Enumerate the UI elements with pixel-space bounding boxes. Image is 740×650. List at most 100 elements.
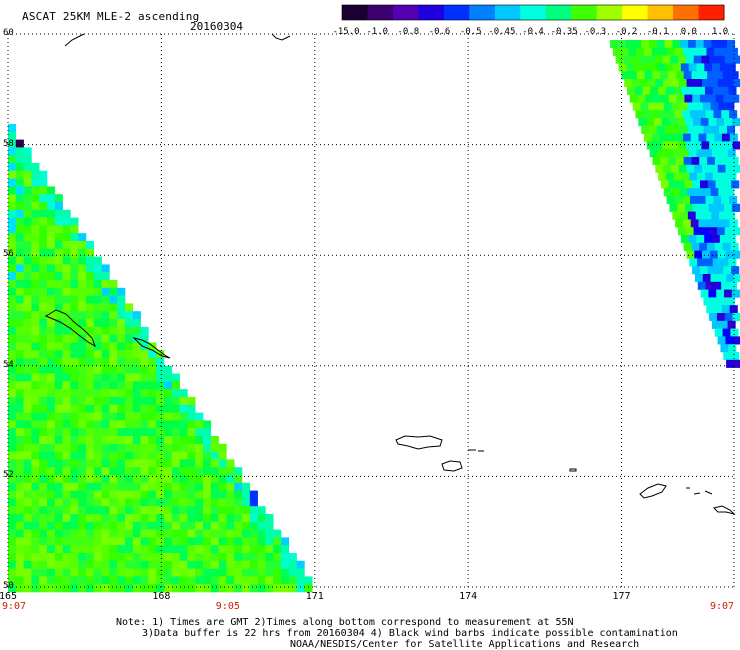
swath-pixel: [8, 521, 17, 530]
swath-pixel: [109, 326, 118, 335]
swath-pixel: [62, 553, 71, 562]
swath-pixel: [31, 467, 40, 476]
swath-pixel: [676, 94, 685, 103]
swath-pixel: [86, 498, 95, 507]
swath-pixel: [712, 86, 721, 95]
swath-pixel: [125, 545, 134, 554]
swath-pixel: [265, 576, 274, 585]
swath-pixel: [281, 560, 290, 569]
swath-pixel: [242, 576, 251, 585]
swath-pixel: [728, 344, 737, 353]
swath-pixel: [715, 94, 724, 103]
swath-pixel: [23, 202, 32, 211]
swath-pixel: [673, 149, 682, 158]
swath-pixel: [668, 180, 677, 189]
swath-pixel: [15, 326, 24, 335]
swath-pixel: [23, 311, 32, 320]
swath-pixel: [242, 498, 251, 507]
swath-pixel: [732, 313, 740, 322]
swath-pixel: [54, 280, 63, 289]
swath-pixel: [195, 451, 204, 460]
swath-pixel: [23, 209, 32, 218]
swath-pixel: [288, 560, 297, 569]
swath-pixel: [234, 568, 243, 577]
swath-pixel: [265, 514, 274, 523]
colorbar-segment: [418, 5, 445, 20]
swath-pixel: [47, 303, 56, 312]
swath-pixel: [218, 560, 227, 569]
swath-pixel: [226, 459, 235, 468]
swath-pixel: [62, 404, 71, 413]
swath-pixel: [93, 584, 102, 593]
swath-pixel: [731, 180, 740, 189]
swath-pixel: [86, 365, 95, 374]
swath-pixel: [78, 420, 87, 429]
swath-pixel: [47, 436, 56, 445]
swath-pixel: [140, 412, 149, 421]
swath-pixel: [39, 560, 48, 569]
swath-pixel: [47, 521, 56, 530]
swath-pixel: [649, 40, 658, 49]
swath-pixel: [662, 55, 671, 64]
swath-pixel: [618, 63, 627, 72]
swath-pixel: [23, 178, 32, 187]
swath-pixel: [234, 475, 243, 484]
swath-pixel: [187, 443, 196, 452]
swath-pixel: [719, 40, 728, 49]
swath-pixel: [171, 498, 180, 507]
swath-pixel: [656, 40, 665, 49]
swath-pixel: [47, 217, 56, 226]
swath-pixel: [702, 79, 711, 88]
swath-pixel: [31, 350, 40, 359]
swath-pixel: [101, 529, 110, 538]
swath-pixel: [23, 553, 32, 562]
swath-pixel: [148, 389, 157, 398]
swath-pixel: [78, 514, 87, 523]
swath-pixel: [179, 404, 188, 413]
swath-pixel: [78, 319, 87, 328]
swath-pixel: [39, 537, 48, 546]
swath-pixel: [685, 203, 694, 212]
swath-pixel: [709, 164, 719, 173]
swath-pixel: [733, 79, 740, 88]
swath-pixel: [23, 280, 32, 289]
swath-pixel: [86, 264, 95, 273]
swath-pixel: [234, 576, 243, 585]
swath-pixel: [62, 451, 71, 460]
swath-pixel: [716, 289, 725, 298]
swath-pixel: [23, 256, 32, 265]
swath-pixel: [70, 568, 79, 577]
swath-pixel: [125, 303, 134, 312]
swath-pixel: [715, 180, 724, 189]
swath-pixel: [703, 125, 712, 134]
swath-pixel: [78, 467, 87, 476]
swath-pixel: [626, 86, 636, 95]
swath-pixel: [109, 490, 118, 499]
swath-pixel: [696, 235, 705, 244]
swath-pixel: [101, 264, 110, 273]
swath-pixel: [685, 141, 694, 150]
swath-pixel: [117, 467, 126, 476]
swath-pixel: [242, 514, 251, 523]
swath-pixel: [23, 233, 32, 242]
swath-pixel: [78, 545, 87, 554]
swath-pixel: [249, 498, 258, 507]
swath-pixel: [672, 125, 681, 134]
swath-pixel: [148, 358, 157, 367]
swath-pixel: [171, 436, 180, 445]
swath-pixel: [93, 404, 102, 413]
swath-pixel: [670, 79, 680, 88]
swath-pixel: [730, 157, 739, 166]
swath-pixel: [714, 305, 723, 314]
swath-pixel: [234, 529, 243, 538]
swath-pixel: [648, 125, 658, 134]
swath-pixel: [62, 521, 71, 530]
swath-pixel: [639, 79, 648, 88]
swath-pixel: [39, 241, 48, 250]
swath-pixel: [15, 139, 24, 148]
swath-pixel: [39, 451, 48, 460]
swath-pixel: [257, 568, 266, 577]
swath-pixel: [249, 529, 258, 538]
swath-pixel: [101, 514, 110, 523]
swath-pixel: [132, 545, 141, 554]
